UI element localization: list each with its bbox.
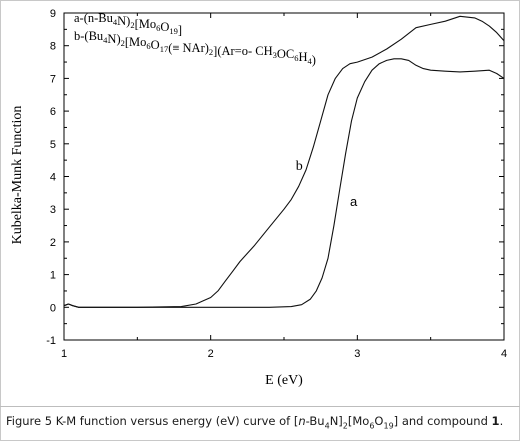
caption-text-4: O [374,414,384,428]
legend-subscript: 17 [160,44,169,54]
legend-subscript: 6 [146,41,150,51]
y-tick-label: 8 [50,41,56,53]
legend-subscript: 4 [308,56,313,66]
x-axis-title: E (eV) [265,373,303,388]
legend-subscript: 6 [294,53,298,63]
y-tick-label: -1 [46,335,56,347]
y-axis-title: Kubelka-Munk Function [10,106,25,245]
legend: a-(n-Bu4N)2[Mo6O19]b-(Bu4N)2[Mo6O17(≡ NA… [74,11,316,67]
y-tick-label: 1 [50,270,56,282]
caption-text-2: N] [329,414,343,428]
caption-sub-1: 4 [324,421,330,431]
x-tick-label: 2 [208,348,214,360]
series-layer: ab [63,15,505,308]
figure-caption: Figure 5 K-M function versus energy (eV)… [0,406,520,431]
caption-compound-number: 1 [491,414,500,428]
y-tick-label: 2 [50,237,56,249]
x-tick-label: 4 [501,348,507,360]
caption-italic-n: n [298,414,306,428]
axes: -1 0 1 2 3 4 5 6 7 8 9 1 2 3 4 [46,8,507,360]
y-tick-label: 5 [50,139,56,151]
legend-subscript: 2 [130,20,134,30]
series-line-b [63,15,505,308]
legend-subscript: 4 [103,35,108,45]
y-tick-label: 6 [50,106,56,118]
caption-sub-2: 2 [342,421,348,431]
x-tick-label: 3 [354,348,360,360]
legend-subscript: 3 [273,50,277,60]
curve-label-b: b [296,159,303,174]
legend-subscript: 19 [169,26,178,36]
caption-divider [0,406,520,407]
plot-frame [63,12,505,341]
caption-text-3: [Mo [347,414,370,428]
y-tick-label: 3 [50,204,56,216]
y-tick-label: 9 [50,8,56,20]
legend-subscript: 2 [121,38,125,48]
legend-subscript: 2 [209,47,213,57]
caption-sub-4: 19 [383,421,394,431]
caption-text-5: ] and compound [393,414,492,428]
caption-sub-3: 6 [369,421,375,431]
y-tick-label: 7 [50,73,56,85]
caption-text-1: -Bu [305,414,325,428]
caption-prefix: Figure 5 K-M function versus energy (eV)… [6,414,299,428]
x-tick-label: 1 [61,348,67,360]
legend-entry-b: b-(Bu4N)2[Mo6O17(≡ NAr)2](Ar=o- CH3OC6H4… [74,29,316,67]
legend-entry-a: a-(n-Bu4N)2[Mo6O19] [74,11,182,37]
y-tick-label: 0 [50,302,56,314]
caption-suffix: . [499,414,504,428]
series-line-a [63,58,505,308]
legend-subscript: 6 [156,23,160,33]
curve-label-a: a [350,194,358,209]
y-tick-label: 4 [50,172,56,184]
legend-subscript: 4 [113,17,118,27]
